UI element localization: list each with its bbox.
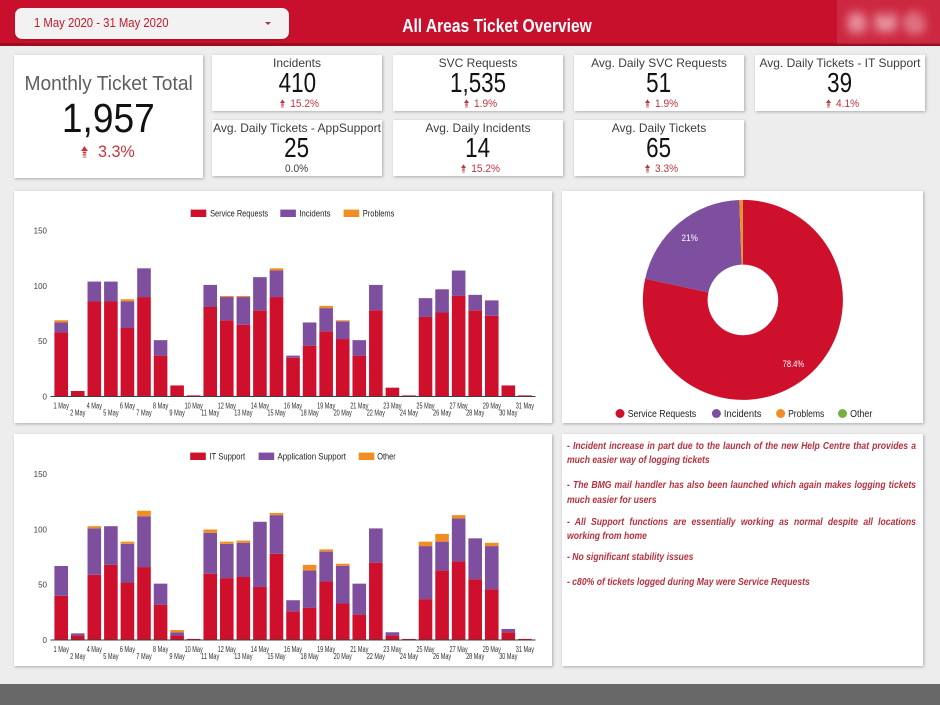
svg-text:13 May: 13 May	[234, 652, 252, 661]
svg-text:150: 150	[34, 470, 48, 479]
svg-text:24 May: 24 May	[400, 652, 418, 661]
svg-text:7 May: 7 May	[136, 652, 151, 661]
svg-text:21%: 21%	[682, 233, 698, 243]
svg-text:5 May: 5 May	[103, 652, 118, 661]
svg-text:9 May: 9 May	[169, 409, 184, 418]
svg-text:25 May: 25 May	[416, 645, 434, 654]
svg-text:Problems: Problems	[363, 208, 395, 219]
svg-text:19 May: 19 May	[317, 645, 335, 654]
svg-text:13 May: 13 May	[234, 409, 252, 418]
svg-text:Problems: Problems	[788, 408, 824, 420]
svg-text:0: 0	[43, 392, 48, 401]
svg-text:150: 150	[34, 227, 48, 236]
svg-text:2 May: 2 May	[70, 652, 85, 661]
svg-text:21 May: 21 May	[350, 401, 368, 410]
svg-text:1 May: 1 May	[54, 401, 69, 410]
svg-text:31 May: 31 May	[516, 401, 534, 410]
svg-text:2 May: 2 May	[70, 409, 85, 418]
svg-text:27 May: 27 May	[450, 401, 468, 410]
svg-text:22 May: 22 May	[367, 652, 385, 661]
svg-text:Other: Other	[377, 451, 395, 462]
svg-text:Application Support: Application Support	[278, 451, 347, 462]
svg-text:IT Support: IT Support	[209, 451, 245, 462]
svg-text:12 May: 12 May	[218, 645, 236, 654]
svg-text:15 May: 15 May	[267, 652, 285, 661]
svg-text:100: 100	[34, 282, 48, 291]
svg-text:8 May: 8 May	[153, 645, 168, 654]
svg-text:29 May: 29 May	[483, 645, 501, 654]
svg-text:50: 50	[38, 337, 47, 346]
svg-text:Incidents: Incidents	[724, 408, 762, 420]
svg-text:24 May: 24 May	[400, 409, 418, 418]
svg-text:25 May: 25 May	[416, 401, 434, 410]
svg-text:10 May: 10 May	[185, 401, 203, 410]
svg-text:15 May: 15 May	[267, 409, 285, 418]
svg-text:23 May: 23 May	[383, 645, 401, 654]
svg-text:1 May: 1 May	[54, 645, 69, 654]
svg-text:4 May: 4 May	[87, 645, 102, 654]
svg-text:6 May: 6 May	[120, 401, 135, 410]
svg-text:19 May: 19 May	[317, 401, 335, 410]
svg-text:26 May: 26 May	[433, 409, 451, 418]
svg-text:20 May: 20 May	[334, 409, 352, 418]
svg-text:14 May: 14 May	[251, 645, 269, 654]
svg-text:21 May: 21 May	[350, 645, 368, 654]
svg-text:8 May: 8 May	[153, 401, 168, 410]
svg-text:18 May: 18 May	[301, 652, 319, 661]
svg-text:23 May: 23 May	[383, 401, 401, 410]
svg-text:50: 50	[38, 581, 47, 590]
svg-text:31 May: 31 May	[516, 645, 534, 654]
svg-text:26 May: 26 May	[433, 652, 451, 661]
svg-text:0: 0	[43, 636, 48, 645]
svg-text:16 May: 16 May	[284, 401, 302, 410]
svg-text:6 May: 6 May	[120, 645, 135, 654]
svg-text:16 May: 16 May	[284, 645, 302, 654]
svg-text:14 May: 14 May	[251, 401, 269, 410]
svg-text:10 May: 10 May	[185, 645, 203, 654]
svg-text:22 May: 22 May	[367, 409, 385, 418]
svg-text:20 May: 20 May	[334, 652, 352, 661]
svg-text:78.4%: 78.4%	[783, 359, 805, 369]
svg-text:Service Requests: Service Requests	[628, 408, 697, 420]
svg-text:11 May: 11 May	[201, 409, 219, 418]
svg-text:27 May: 27 May	[450, 645, 468, 654]
svg-text:Incidents: Incidents	[299, 208, 331, 219]
svg-text:100: 100	[34, 525, 48, 534]
svg-text:Service Requests: Service Requests	[210, 208, 268, 219]
svg-text:11 May: 11 May	[201, 652, 219, 661]
svg-text:9 May: 9 May	[169, 652, 184, 661]
svg-text:Other: Other	[850, 408, 873, 420]
svg-text:28 May: 28 May	[466, 409, 484, 418]
svg-text:28 May: 28 May	[466, 652, 484, 661]
svg-text:18 May: 18 May	[301, 409, 319, 418]
svg-text:29 May: 29 May	[483, 401, 501, 410]
svg-text:12 May: 12 May	[218, 401, 236, 410]
svg-text:30 May: 30 May	[499, 652, 517, 661]
svg-text:7 May: 7 May	[136, 409, 151, 418]
svg-text:30 May: 30 May	[499, 409, 517, 418]
svg-text:5 May: 5 May	[103, 409, 118, 418]
svg-text:4 May: 4 May	[87, 401, 102, 410]
